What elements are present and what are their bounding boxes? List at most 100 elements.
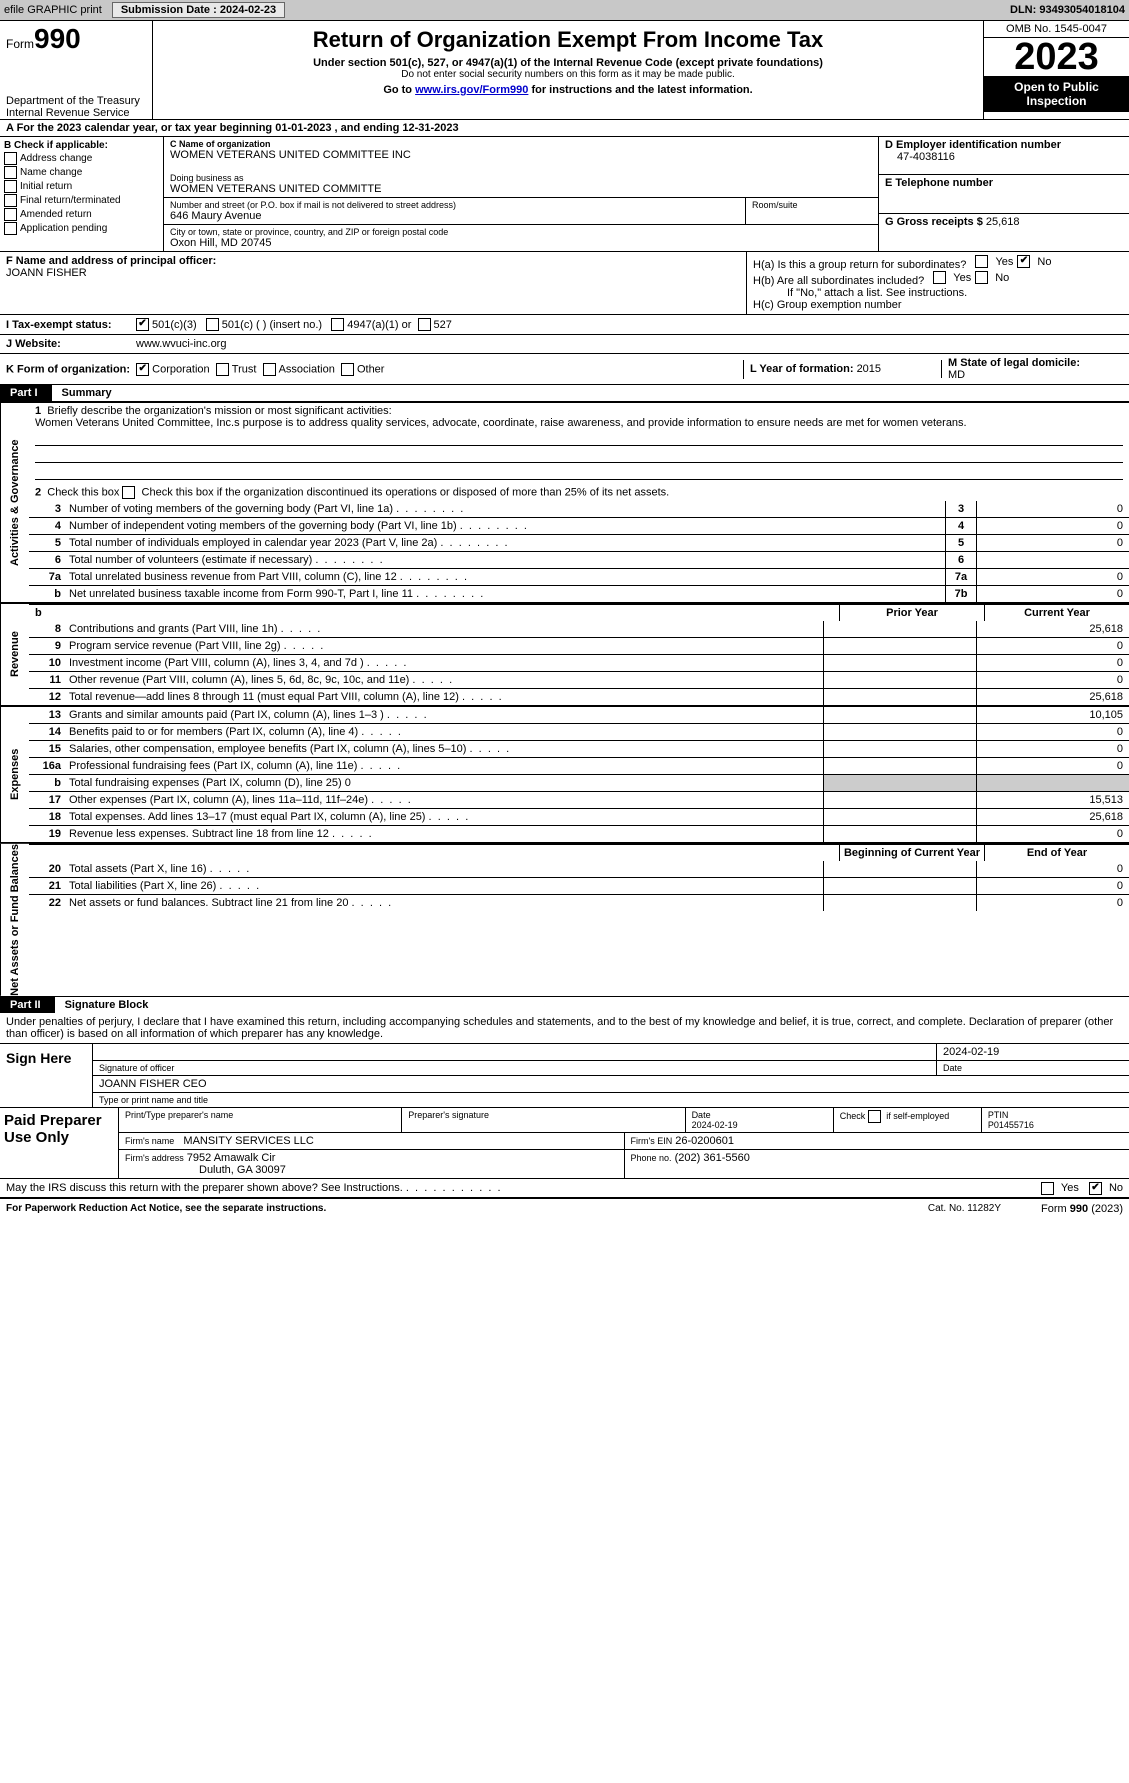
summary-line: 18Total expenses. Add lines 13–17 (must … <box>29 808 1129 825</box>
rev-header: b Prior Year Current Year <box>29 604 1129 621</box>
cb-501c[interactable] <box>206 318 219 331</box>
firm-name: MANSITY SERVICES LLC <box>183 1135 313 1147</box>
e-label: E Telephone number <box>885 177 1123 189</box>
cb-corp[interactable] <box>136 363 149 376</box>
summary-line: 3Number of voting members of the governi… <box>29 501 1129 517</box>
paid-preparer-block: Paid Preparer Use Only Print/Type prepar… <box>0 1107 1129 1178</box>
d-label: D Employer identification number <box>885 139 1123 151</box>
firm-phone: (202) 361-5560 <box>675 1152 750 1164</box>
col-prior-year: Prior Year <box>839 605 984 621</box>
f-label: F Name and address of principal officer: <box>6 255 740 267</box>
h-b-note: If "No," attach a list. See instructions… <box>753 287 1123 299</box>
tax-year: 2023 <box>984 38 1129 76</box>
ha-no[interactable] <box>1017 255 1030 268</box>
cb-address-change[interactable] <box>4 152 17 165</box>
h-b: H(b) Are all subordinates included? Yes … <box>753 271 1123 287</box>
cb-discontinued[interactable] <box>122 486 135 499</box>
summary-line: 22Net assets or fund balances. Subtract … <box>29 894 1129 911</box>
cat-no: Cat. No. 11282Y <box>928 1203 1001 1215</box>
cb-other[interactable] <box>341 363 354 376</box>
year-formation: 2015 <box>857 363 881 375</box>
ein-value: 47-4038116 <box>885 151 1123 163</box>
submission-date-button[interactable]: Submission Date : 2024-02-23 <box>112 2 285 18</box>
summary-line: 15Salaries, other compensation, employee… <box>29 740 1129 757</box>
m-label: M State of legal domicile: <box>948 357 1080 369</box>
discuss-no[interactable] <box>1089 1182 1102 1195</box>
prep-date: 2024-02-19 <box>692 1120 738 1130</box>
vtab-net: Net Assets or Fund Balances <box>0 844 29 996</box>
dln-label: DLN: 93493054018104 <box>1010 4 1125 16</box>
summary-line: bTotal fundraising expenses (Part IX, co… <box>29 774 1129 791</box>
hb-yes[interactable] <box>933 271 946 284</box>
l-label: L Year of formation: <box>750 363 857 375</box>
line-a: A For the 2023 calendar year, or tax yea… <box>0 120 1129 137</box>
cb-final-return[interactable] <box>4 194 17 207</box>
sig-officer-label: Signature of officer <box>93 1061 936 1076</box>
dba-value: WOMEN VETERANS UNITED COMMITTE <box>170 183 872 195</box>
discuss-row: May the IRS discuss this return with the… <box>0 1178 1129 1197</box>
dept-treasury: Department of the Treasury <box>6 95 146 107</box>
sign-here-label: Sign Here <box>0 1044 93 1107</box>
sign-here-block: Sign Here 2024-02-19 Signature of office… <box>0 1043 1129 1107</box>
col-eoy: End of Year <box>984 845 1129 861</box>
cb-trust[interactable] <box>216 363 229 376</box>
cb-initial-return[interactable] <box>4 180 17 193</box>
mission-text: Women Veterans United Committee, Inc.s p… <box>35 417 967 429</box>
summary-line: 6Total number of volunteers (estimate if… <box>29 551 1129 568</box>
summary-line: 21Total liabilities (Part X, line 26) . … <box>29 877 1129 894</box>
activities-governance: Activities & Governance 1 Briefly descri… <box>0 402 1129 603</box>
city-label: City or town, state or province, country… <box>170 227 872 237</box>
summary-line: 19Revenue less expenses. Subtract line 1… <box>29 825 1129 842</box>
vtab-governance: Activities & Governance <box>0 403 29 602</box>
paid-preparer-label: Paid Preparer Use Only <box>0 1108 119 1178</box>
section-b: B Check if applicable: Address change Na… <box>0 137 164 251</box>
prep-sig-label: Preparer's signature <box>402 1108 685 1132</box>
entity-info: B Check if applicable: Address change Na… <box>0 137 1129 252</box>
firm-addr2: Duluth, GA 30097 <box>125 1164 286 1176</box>
top-bar: efile GRAPHIC print Submission Date : 20… <box>0 0 1129 21</box>
signature-section: Under penalties of perjury, I declare th… <box>0 1013 1129 1198</box>
gross-receipts: 25,618 <box>986 216 1020 228</box>
self-employed-cell: Check if self-employed <box>834 1108 982 1132</box>
goto-link[interactable]: www.irs.gov/Form990 <box>415 84 528 96</box>
cb-527[interactable] <box>418 318 431 331</box>
summary-line: 5Total number of individuals employed in… <box>29 534 1129 551</box>
summary-line: 8Contributions and grants (Part VIII, li… <box>29 621 1129 637</box>
domicile: MD <box>948 369 965 381</box>
hb-no[interactable] <box>975 271 988 284</box>
website-value: www.wvuci-inc.org <box>136 338 226 350</box>
cb-name-change[interactable] <box>4 166 17 179</box>
room-label: Room/suite <box>746 198 878 224</box>
form-header: Form990 Department of the Treasury Inter… <box>0 21 1129 120</box>
discuss-yes[interactable] <box>1041 1182 1054 1195</box>
section-c: C Name of organization WOMEN VETERANS UN… <box>164 137 878 251</box>
cb-4947[interactable] <box>331 318 344 331</box>
cb-501c3[interactable] <box>136 318 149 331</box>
part-ii-title: Signature Block <box>55 997 159 1013</box>
sig-date-label: Date <box>936 1061 1129 1076</box>
irs-label: Internal Revenue Service <box>6 107 146 119</box>
k-label: K Form of organization: <box>6 363 130 375</box>
part-ii-header: Part II Signature Block <box>0 997 1129 1013</box>
perjury-text: Under penalties of perjury, I declare th… <box>0 1013 1129 1043</box>
summary-line: 14Benefits paid to or for members (Part … <box>29 723 1129 740</box>
g-label: G Gross receipts $ <box>885 216 986 228</box>
ptin: P01455716 <box>988 1120 1034 1130</box>
cb-assoc[interactable] <box>263 363 276 376</box>
summary-line: 7aTotal unrelated business revenue from … <box>29 568 1129 585</box>
part-ii-label: Part II <box>0 997 55 1013</box>
part-i-header: Part I Summary <box>0 385 1129 402</box>
cb-application-pending[interactable] <box>4 222 17 235</box>
firm-addr1: 7952 Amawalk Cir <box>187 1152 276 1164</box>
vtab-revenue: Revenue <box>0 604 29 705</box>
cb-amended-return[interactable] <box>4 208 17 221</box>
ha-yes[interactable] <box>975 255 988 268</box>
form-subtitle: Under section 501(c), 527, or 4947(a)(1)… <box>163 57 973 69</box>
open-to-public: Open to Public Inspection <box>984 76 1129 112</box>
cb-self-employed[interactable] <box>868 1110 881 1123</box>
ssn-note: Do not enter social security numbers on … <box>163 69 973 80</box>
summary-line: 13Grants and similar amounts paid (Part … <box>29 707 1129 723</box>
expenses-section: Expenses 13Grants and similar amounts pa… <box>0 706 1129 843</box>
summary-line: 9Program service revenue (Part VIII, lin… <box>29 637 1129 654</box>
form-footer: Form 990 (2023) <box>1041 1203 1123 1215</box>
